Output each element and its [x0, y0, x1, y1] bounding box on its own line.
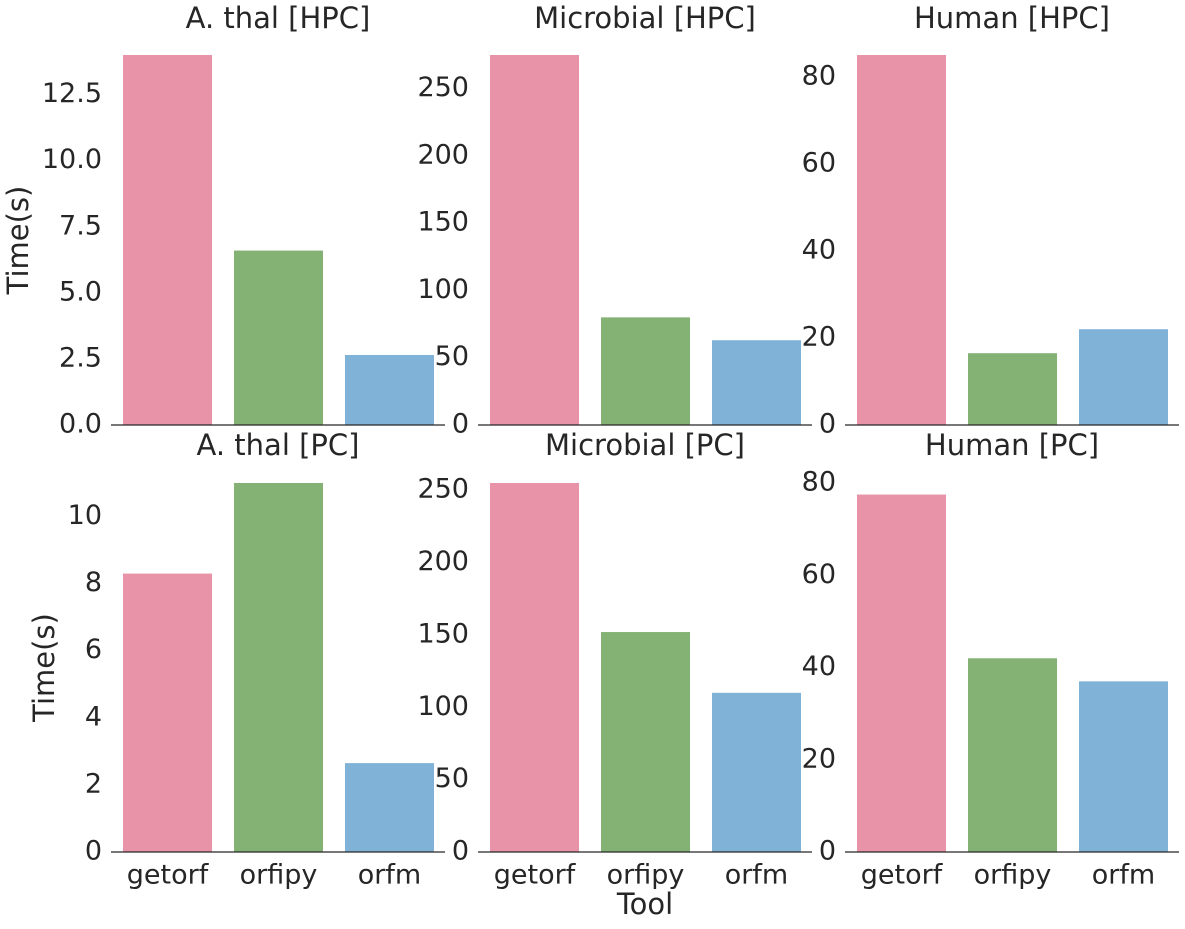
y-tick-label: 40: [802, 651, 836, 682]
bar-getorf: [857, 55, 946, 425]
y-tick-label: 150: [417, 618, 469, 649]
x-tick-label: getorf: [127, 860, 210, 891]
x-tick-label: orfm: [725, 860, 788, 891]
y-tick-label: 20: [802, 743, 836, 774]
bar-getorf: [490, 483, 579, 852]
y-tick-label: 10.0: [42, 144, 102, 175]
y-tick-label: 20: [802, 321, 836, 352]
y-tick-label: 12.5: [42, 78, 102, 109]
y-tick-label: 200: [417, 139, 469, 170]
y-tick-label: 4: [85, 701, 102, 732]
bar-orfm: [712, 340, 801, 425]
y-tick-label: 250: [417, 474, 469, 505]
y-tick-label: 5.0: [59, 276, 102, 307]
bar-getorf: [857, 494, 946, 852]
y-tick-label: 80: [802, 60, 836, 91]
panel-title: A. thal [HPC]: [186, 1, 371, 35]
x-tick-label: orfipy: [240, 860, 318, 891]
x-tick-label: getorf: [494, 860, 577, 891]
y-tick-label: 200: [417, 546, 469, 577]
y-tick-label: 50: [435, 341, 469, 372]
bar-orfm: [1079, 681, 1168, 852]
x-tick-label: orfipy: [974, 860, 1052, 891]
bar-orfipy: [968, 658, 1057, 852]
y-tick-label: 60: [802, 559, 836, 590]
bar-orfipy: [234, 250, 323, 425]
y-tick-label: 0.0: [59, 409, 102, 440]
bar-orfipy: [968, 353, 1057, 425]
y-tick-label: 100: [417, 691, 469, 722]
bar-orfm: [345, 763, 434, 852]
bar-getorf: [490, 55, 579, 425]
y-tick-label: 6: [85, 634, 102, 665]
y-tick-label: 0: [819, 836, 836, 867]
x-tick-label: orfm: [1092, 860, 1155, 891]
panel-title: Microbial [HPC]: [534, 1, 756, 35]
y-tick-label: 100: [417, 274, 469, 305]
y-tick-label: 0: [452, 836, 469, 867]
bar-orfm: [1079, 329, 1168, 425]
x-tick-label: orfm: [358, 860, 421, 891]
y-tick-label: 2: [85, 768, 102, 799]
x-tick-label: orfipy: [607, 860, 685, 891]
y-tick-label: 2.5: [59, 342, 102, 373]
y-axis-label: Time(s): [27, 613, 61, 723]
y-tick-label: 7.5: [59, 210, 102, 241]
bar-orfipy: [234, 483, 323, 852]
y-tick-label: 150: [417, 207, 469, 238]
y-tick-label: 60: [802, 147, 836, 178]
bar-orfipy: [601, 317, 690, 425]
y-tick-label: 0: [819, 409, 836, 440]
y-tick-label: 0: [85, 836, 102, 867]
panel-title: Microbial [PC]: [545, 428, 745, 462]
bar-getorf: [123, 573, 212, 852]
bar-getorf: [123, 55, 212, 425]
y-tick-label: 0: [452, 409, 469, 440]
bar-orfm: [345, 354, 434, 425]
y-tick-label: 8: [85, 567, 102, 598]
y-tick-label: 10: [68, 500, 102, 531]
panel-title: A. thal [PC]: [197, 428, 360, 462]
bar-orfipy: [601, 632, 690, 852]
y-tick-label: 250: [417, 72, 469, 103]
x-tick-label: getorf: [861, 860, 944, 891]
panel-title: Human [PC]: [925, 428, 1099, 462]
y-axis-label: Time(s): [1, 186, 35, 296]
y-tick-label: 40: [802, 234, 836, 265]
x-axis-label: Tool: [616, 887, 673, 921]
y-tick-label: 80: [802, 467, 836, 498]
y-tick-label: 50: [435, 763, 469, 794]
panel-title: Human [HPC]: [914, 1, 1110, 35]
bar-orfm: [712, 692, 801, 852]
